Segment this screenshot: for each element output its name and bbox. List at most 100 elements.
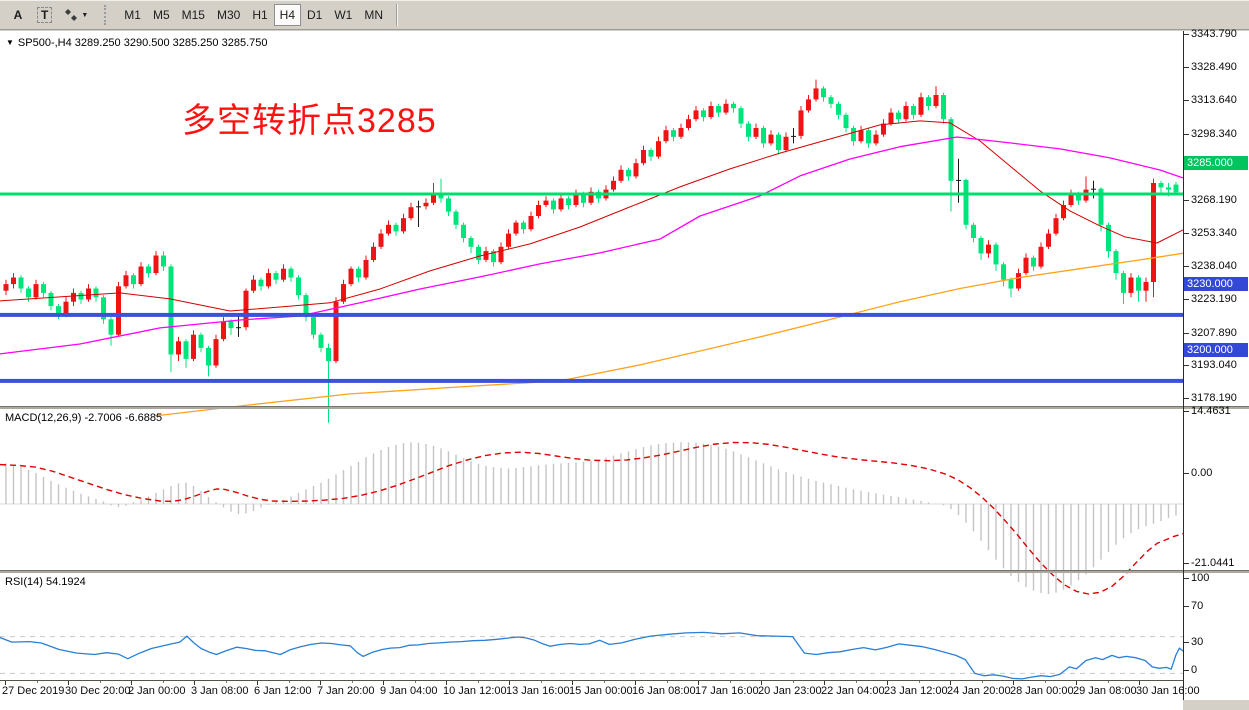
timeframe-button-m15[interactable]: M15 <box>176 4 211 26</box>
timeframe-button-w1[interactable]: W1 <box>328 4 358 26</box>
price-tick: 3343.790 <box>1191 28 1237 40</box>
cursor-tool-icon <box>65 9 78 21</box>
price-tickmark <box>1184 473 1189 474</box>
chevron-down-icon: ▼ <box>6 38 14 47</box>
level-line-3230[interactable] <box>0 312 1183 317</box>
toolbar: A T ▼ M1 M5 M15 M30 H1 H4 D1 W1 MN <box>0 0 1249 30</box>
time-tickmark-minor <box>352 681 353 683</box>
price-tickmark <box>1184 365 1189 366</box>
symbol-ohlc-label[interactable]: ▼ SP500-,H4 3289.250 3290.500 3285.250 32… <box>6 37 267 49</box>
chart-text-annotation[interactable]: 多空转折点3285 <box>182 102 437 140</box>
chart-window <box>0 31 1249 710</box>
time-tick: 15 Jan 00:00 <box>569 685 633 697</box>
time-tick: 30 Dec 20:00 <box>65 685 131 697</box>
rsi-line <box>0 631 1183 680</box>
time-tickmark <box>509 681 510 685</box>
timeframe-button-m30[interactable]: M30 <box>211 4 246 26</box>
time-tickmark-minor <box>793 681 794 683</box>
text-label-tool-button[interactable]: T <box>31 4 58 26</box>
price-tickmark <box>1184 606 1189 607</box>
time-tick: 30 Jan 16:00 <box>1136 685 1200 697</box>
price-tick: 14.4631 <box>1191 405 1231 417</box>
time-tickmark-minor <box>730 681 731 683</box>
price-tickmark <box>1184 411 1189 412</box>
price-tick: 3313.640 <box>1191 94 1237 106</box>
chevron-down-icon: ▼ <box>81 11 89 19</box>
pane-splitter[interactable] <box>0 569 1249 573</box>
time-tickmark <box>950 681 951 685</box>
price-tick: 0.00 <box>1191 467 1213 479</box>
macd-signal-line <box>0 441 1183 595</box>
toolbar-separator <box>396 4 398 26</box>
price-tickmark <box>1184 266 1189 267</box>
price-tick: 30 <box>1191 636 1204 648</box>
time-tickmark-minor <box>100 681 101 683</box>
timeframe-group: M1 M5 M15 M30 H1 H4 D1 W1 MN <box>118 4 389 26</box>
pane-splitter[interactable] <box>0 405 1249 409</box>
time-tickmark <box>824 681 825 685</box>
price-axis-divider <box>1183 31 1184 700</box>
timeframe-button-m5[interactable]: M5 <box>147 4 176 26</box>
price-tickmark <box>1184 100 1189 101</box>
price-tickmark <box>1184 233 1189 234</box>
time-tick: 3 Jan 08:00 <box>191 685 249 697</box>
price-tickmark <box>1184 642 1189 643</box>
symbol-ohlc-text: SP500-,H4 3289.250 3290.500 3285.250 328… <box>17 37 268 49</box>
price-tick: 3207.890 <box>1191 327 1237 339</box>
cursor-tool-button[interactable]: ▼ <box>58 4 94 26</box>
time-tick: 6 Jan 12:00 <box>254 685 312 697</box>
price-level-label-3230: 3230.000 <box>1184 277 1248 291</box>
price-tickmark <box>1184 299 1189 300</box>
time-tickmark <box>887 681 888 685</box>
price-tick: 3298.340 <box>1191 128 1237 140</box>
price-tick: 3238.040 <box>1191 260 1237 272</box>
candles-series <box>3 79 1179 423</box>
time-tickmark-minor <box>1108 681 1109 683</box>
level-line-3200[interactable] <box>0 378 1183 383</box>
timeframe-button-m1[interactable]: M1 <box>118 4 147 26</box>
toolbar-grip[interactable] <box>104 5 110 25</box>
time-tick: 24 Jan 20:00 <box>947 685 1011 697</box>
time-tickmark-minor <box>478 681 479 683</box>
price-tick: 70 <box>1191 600 1204 612</box>
price-tickmark <box>1184 398 1189 399</box>
time-tick: 2 Jan 00:00 <box>128 685 186 697</box>
timeframe-button-mn[interactable]: MN <box>358 4 389 26</box>
time-tickmark <box>68 681 69 685</box>
price-tick: 3178.190 <box>1191 392 1237 404</box>
price-level-label-3285: 3285.000 <box>1184 156 1248 170</box>
price-tick: 0 <box>1191 664 1198 676</box>
price-chart-pane[interactable] <box>0 62 1183 437</box>
time-tick: 22 Jan 04:00 <box>821 685 885 697</box>
rsi-pane[interactable] <box>0 603 1183 710</box>
price-tickmark <box>1184 67 1189 68</box>
time-tick: 9 Jan 04:00 <box>380 685 438 697</box>
rsi-indicator-label: RSI(14) 54.1924 <box>5 576 86 588</box>
time-tick: 28 Jan 00:00 <box>1010 685 1074 697</box>
timeframe-button-h1[interactable]: H1 <box>246 4 273 26</box>
time-tickmark-minor <box>415 681 416 683</box>
price-tickmark <box>1184 134 1189 135</box>
timeframe-button-h4[interactable]: H4 <box>273 4 301 26</box>
price-tickmark <box>1184 333 1189 334</box>
font-tool-button[interactable]: A <box>5 4 31 26</box>
time-tickmark <box>1013 681 1014 685</box>
time-tick: 10 Jan 12:00 <box>443 685 507 697</box>
macd-histogram <box>5 442 1177 594</box>
time-tick: 29 Jan 08:00 <box>1073 685 1137 697</box>
price-tickmark <box>1184 670 1189 671</box>
macd-pane[interactable] <box>0 439 1183 601</box>
level-line-3285[interactable] <box>0 192 1183 196</box>
time-tickmark-minor <box>163 681 164 683</box>
time-tickmark-minor <box>37 681 38 683</box>
time-tickmark-minor <box>226 681 227 683</box>
price-tickmark <box>1184 34 1189 35</box>
time-tickmark-minor <box>604 681 605 683</box>
time-tick: 20 Jan 23:00 <box>758 685 822 697</box>
time-tickmark <box>320 681 321 685</box>
time-tickmark-minor <box>856 681 857 683</box>
timeframe-button-d1[interactable]: D1 <box>301 4 328 26</box>
time-tickmark <box>761 681 762 685</box>
time-tickmark <box>1139 681 1140 685</box>
